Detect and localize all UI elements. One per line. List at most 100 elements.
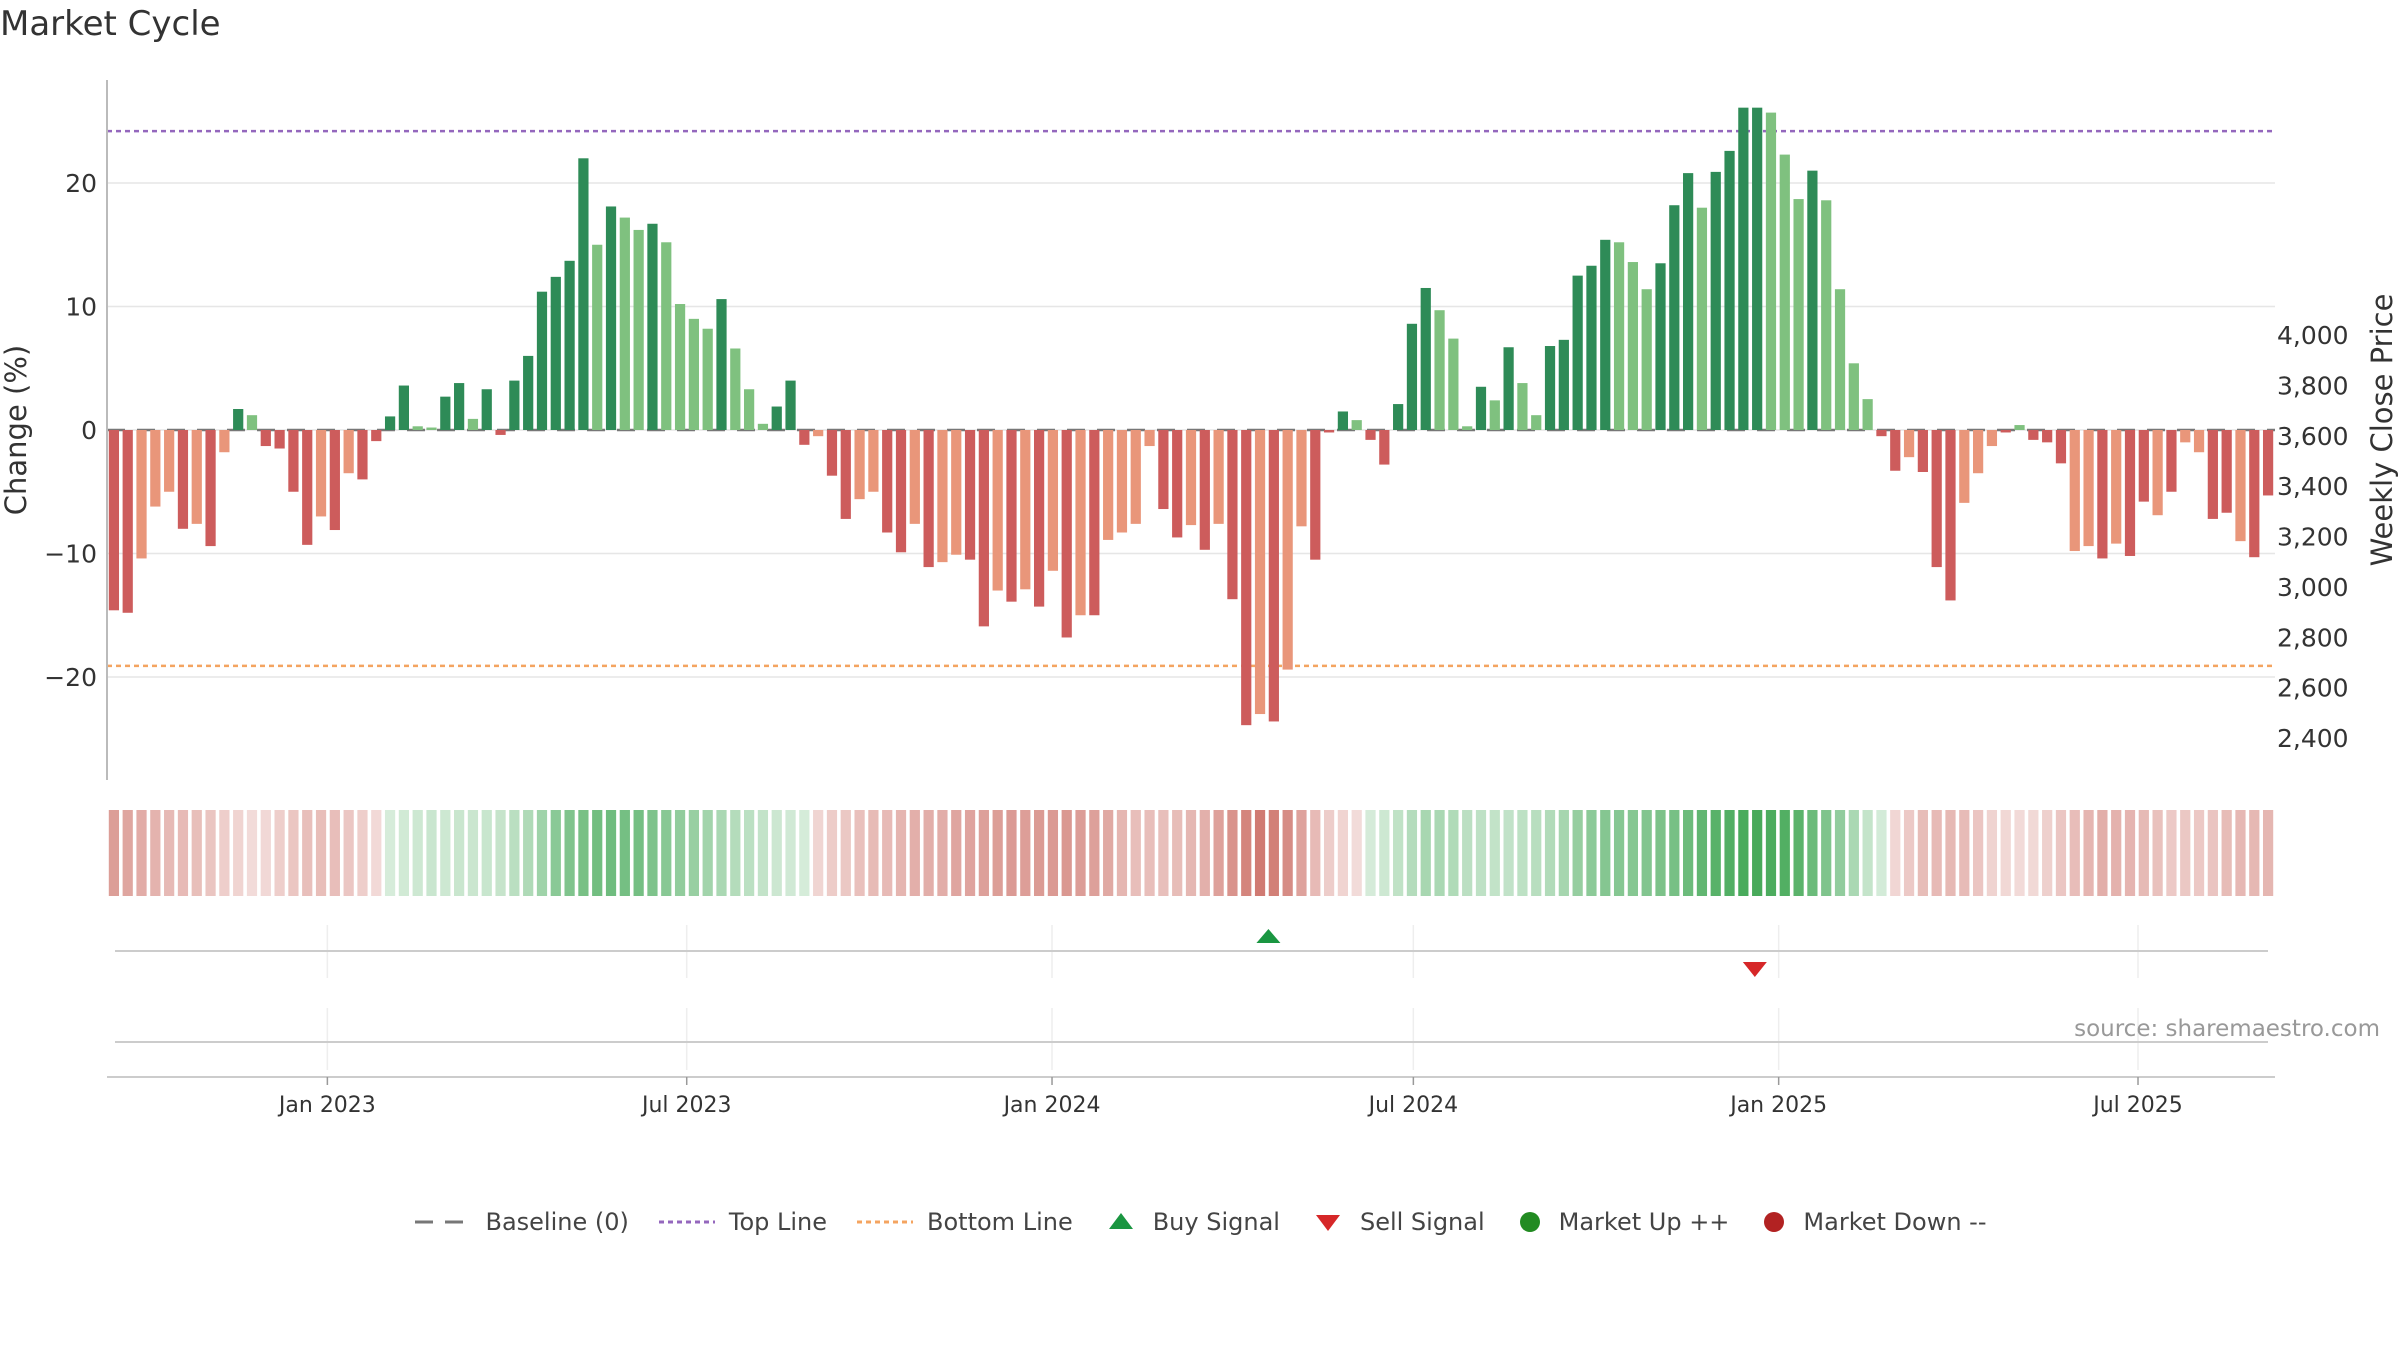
heat-cell <box>1586 810 1597 896</box>
y2-tick-label: 2,800 <box>2277 623 2349 652</box>
heat-cell <box>605 810 617 896</box>
bar <box>191 430 202 524</box>
bar <box>108 430 120 611</box>
bar <box>1213 430 1224 524</box>
heat-cell <box>1213 810 1224 896</box>
heat-cell <box>1310 810 1321 896</box>
legend-label-market-down: Market Down -- <box>1803 1208 1987 1236</box>
bar <box>2138 430 2149 502</box>
bar <box>1351 420 1362 430</box>
bar <box>1116 430 1128 533</box>
heat-cell <box>2138 810 2149 896</box>
heat-cell <box>1959 810 1970 896</box>
x-tick-label: Jan 2023 <box>277 1093 376 1118</box>
heat-cell <box>1876 810 1887 896</box>
heat-cell <box>509 810 520 896</box>
bar <box>992 430 1003 591</box>
bar <box>1337 411 1349 430</box>
heat-cell <box>2152 810 2163 896</box>
heat-cell <box>2014 810 2025 896</box>
heat-cell <box>1434 810 1445 896</box>
bar <box>1047 430 1059 571</box>
bar <box>1489 400 1500 430</box>
bar <box>1365 430 1376 440</box>
bar <box>1254 430 1266 715</box>
bar <box>964 430 976 560</box>
heat-cell <box>1282 810 1293 896</box>
heat-cell <box>1351 810 1362 896</box>
heat-cell <box>1448 810 1459 896</box>
bar <box>2207 430 2218 519</box>
bar <box>315 430 327 517</box>
heat-cell <box>1724 810 1735 896</box>
bar <box>605 206 617 430</box>
bar <box>688 318 699 430</box>
heat-cell <box>1600 810 1611 896</box>
bar <box>2262 430 2274 496</box>
bar <box>1241 430 1252 726</box>
legend-label-buy-signal: Buy Signal <box>1152 1208 1280 1236</box>
bar <box>288 430 299 492</box>
bar <box>1945 430 1956 601</box>
y-axis-label: Change (%) <box>0 345 33 515</box>
bar <box>454 383 465 430</box>
circle-icon <box>1764 1212 1785 1232</box>
bar <box>1765 112 1777 430</box>
bar <box>1696 207 1708 430</box>
bar <box>854 430 865 500</box>
bar <box>1931 430 1942 568</box>
bar <box>1033 430 1045 607</box>
bar <box>2166 430 2177 492</box>
bar <box>1683 173 1694 430</box>
heat-cell <box>1047 810 1059 896</box>
bar <box>164 430 175 492</box>
y2-tick-label: 3,600 <box>2277 422 2349 451</box>
bar <box>2111 430 2122 544</box>
heat-cell <box>164 810 175 896</box>
heat-cell <box>1738 810 1749 896</box>
heat-cell <box>1323 810 1335 896</box>
x-tick-label: Jul 2025 <box>2091 1093 2183 1118</box>
heat-cell <box>1669 810 1680 896</box>
heat-cell <box>1489 810 1500 896</box>
bar <box>1544 346 1556 430</box>
heat-cell <box>1020 810 1031 896</box>
bar <box>1558 339 1569 430</box>
heat-cell <box>274 810 285 896</box>
heat-cell <box>1752 810 1763 896</box>
bar <box>895 430 907 553</box>
bar <box>1600 239 1611 430</box>
heat-cell <box>1420 810 1431 896</box>
heat-cell <box>177 810 189 896</box>
bar <box>536 291 548 430</box>
heat-cell <box>1683 810 1694 896</box>
cycle-heat-strip <box>108 810 2274 896</box>
y2-tick-label: 3,200 <box>2277 523 2349 552</box>
bar <box>882 430 893 533</box>
heat-cell <box>1199 810 1210 896</box>
bar <box>205 430 216 547</box>
bar <box>661 242 672 430</box>
bar <box>1724 150 1735 430</box>
bar <box>1862 399 1873 430</box>
heat-cell <box>1765 810 1777 896</box>
heat-cell <box>1061 810 1072 896</box>
bar <box>1420 287 1431 430</box>
bar <box>1710 171 1721 430</box>
heat-cell <box>2069 810 2080 896</box>
heat-cell <box>2097 810 2108 896</box>
bar <box>1752 107 1763 430</box>
source-credit: source: sharemaestro.com <box>2074 1016 2380 1042</box>
bar <box>260 430 271 447</box>
bar <box>1627 262 1638 430</box>
heat-cell <box>840 810 851 896</box>
x-tick-label: Jul 2023 <box>640 1093 732 1118</box>
heat-cell <box>1544 810 1556 896</box>
bar <box>799 430 810 445</box>
bar <box>1821 200 1832 430</box>
heat-cell <box>1006 810 1017 896</box>
bar <box>426 427 437 430</box>
heat-cell <box>730 810 741 896</box>
bar <box>343 430 354 474</box>
x-tick-label: Jan 2025 <box>1728 1093 1827 1118</box>
